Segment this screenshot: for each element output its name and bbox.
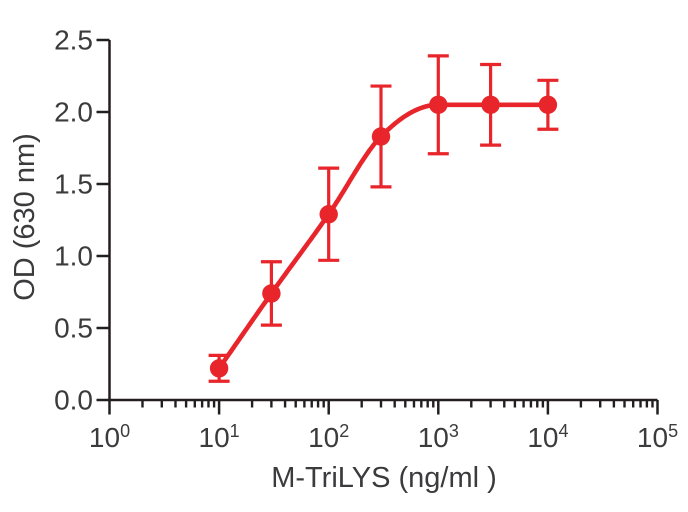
data-point-marker xyxy=(371,127,391,146)
x-tick-label: 100 xyxy=(89,421,130,453)
y-tick-label: 2.5 xyxy=(54,25,93,56)
data-point-marker xyxy=(481,95,500,115)
x-tick-label: 102 xyxy=(308,421,349,453)
y-tick-label: 0.0 xyxy=(54,385,93,416)
y-axis-title: OD (630 nm) xyxy=(9,133,41,301)
data-point-marker xyxy=(429,95,448,115)
y-axis-tick-labels: 0.0 0.5 1.0 1.5 2.0 2.5 xyxy=(54,25,93,416)
data-point-marker xyxy=(538,95,558,115)
data-point-marker xyxy=(262,284,281,303)
x-tick-label: 101 xyxy=(199,421,240,453)
y-tick-label: 2.0 xyxy=(54,97,93,128)
y-tick-label: 0.5 xyxy=(54,313,93,344)
y-axis-ticks xyxy=(96,38,110,402)
x-axis-title: M-TriLYS (ng/ml ) xyxy=(271,462,497,494)
x-axis-tick-labels: 100 101 102 103 104 105 xyxy=(89,421,678,453)
x-tick-label: 103 xyxy=(418,421,459,453)
x-axis-ticks xyxy=(108,400,659,415)
axes xyxy=(108,40,658,402)
x-tick-label: 104 xyxy=(527,421,568,453)
y-tick-label: 1.0 xyxy=(54,241,93,272)
data-point-marker xyxy=(209,359,229,378)
y-tick-label: 1.5 xyxy=(54,169,93,200)
data-points xyxy=(209,95,558,378)
x-tick-label: 105 xyxy=(637,421,678,453)
data-point-marker xyxy=(319,205,338,224)
